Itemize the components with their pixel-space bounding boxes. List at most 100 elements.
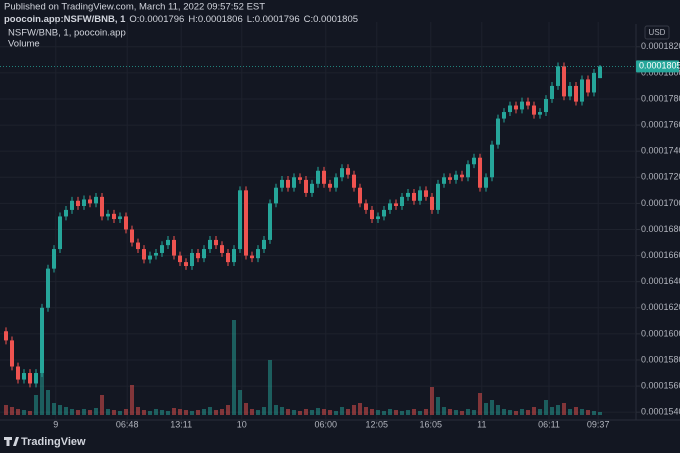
candle-body (586, 79, 590, 93)
currency[interactable]: USD (649, 28, 666, 37)
ohlc-value: 0.0001805 (313, 14, 358, 25)
volume-bar (586, 410, 590, 415)
candle-body (280, 179, 284, 188)
candle-body (136, 242, 140, 250)
logo-icon (4, 437, 19, 446)
brand: TradingView (21, 436, 86, 448)
volume-bar (274, 405, 278, 415)
volume-bar (94, 408, 98, 415)
y-tick-label: 0.0001720 (641, 172, 680, 182)
candle-body (400, 196, 404, 206)
candle-body (112, 213, 116, 220)
volume-bar (538, 409, 542, 415)
volume-bar (466, 409, 470, 415)
candle-body (274, 187, 278, 204)
volume-bar (460, 411, 464, 415)
volume-bar (58, 405, 62, 415)
candle-body (52, 249, 56, 269)
candle-body (550, 85, 554, 99)
volume-bar (478, 393, 482, 415)
candle-body (394, 203, 398, 206)
ohlc-key: C: (304, 14, 314, 25)
candle-body (514, 105, 518, 110)
volume-bar (550, 407, 554, 415)
x-tick-label: 12:05 (366, 419, 389, 429)
candle-body (526, 101, 530, 106)
candle-body (580, 79, 584, 102)
ohlc-key: O: (129, 14, 139, 25)
candle-body (592, 72, 596, 93)
candle-body (28, 373, 32, 384)
candle-body (382, 209, 386, 217)
candle-body (448, 177, 452, 180)
volume-bar (256, 410, 260, 415)
last-price-box (636, 60, 679, 73)
candle-body (124, 216, 128, 230)
volume-bar (484, 403, 488, 415)
candle-body (208, 239, 212, 250)
volume-bar (76, 410, 80, 415)
ohlc-value: 0.0001806 (198, 14, 243, 25)
y-tick-label: 0.0001580 (641, 354, 680, 364)
chart-title: NSFW/BNB, 1, poocoin.app (8, 28, 126, 39)
volume-bar (136, 407, 140, 415)
candle-body (424, 190, 428, 197)
volume-bar (544, 400, 548, 415)
volume-bar (118, 411, 122, 415)
candle-body (520, 101, 524, 110)
candle-body (286, 179, 290, 188)
volume-bar (412, 409, 416, 415)
candle-body (406, 192, 410, 197)
candle-body (292, 177, 296, 188)
volume-bar (166, 411, 170, 415)
volume-bar (376, 410, 380, 415)
candle-body (58, 216, 62, 250)
volume-bar (316, 408, 320, 415)
candle-body (334, 177, 338, 188)
y-tick-label: 0.0001780 (641, 93, 680, 103)
candle-body (148, 255, 152, 260)
candle-body (154, 252, 158, 256)
volume-bar (142, 410, 146, 415)
volume-bar (556, 405, 560, 415)
y-tick-label: 0.0001760 (641, 119, 680, 129)
y-tick-label: 0.0001600 (641, 328, 680, 338)
candle-body (418, 190, 422, 201)
volume-bar (394, 410, 398, 415)
candle-body (502, 112, 506, 119)
symbol: poocoin.app:NSFW/BNB, 1 (4, 14, 126, 25)
volume-bar (106, 409, 110, 415)
volume-bar (226, 405, 230, 415)
y-tick-label: 0.0001560 (641, 380, 680, 390)
ohlc-key: H: (188, 14, 198, 25)
volume-bar (172, 408, 176, 415)
candle-body (82, 199, 86, 206)
candle-body (298, 177, 302, 180)
candle-body (64, 209, 68, 217)
volume-bar (424, 409, 428, 415)
volume-bar (568, 409, 572, 415)
volume-bar (520, 409, 524, 415)
volume-bar (400, 411, 404, 415)
volume-bar (82, 409, 86, 415)
candle-body (454, 174, 458, 180)
candle-body (142, 249, 146, 260)
candle-body (598, 66, 602, 79)
volume-bar (418, 411, 422, 415)
ohlc-value: 0.0001796 (139, 14, 184, 25)
volume-bar (154, 409, 158, 415)
candle-body (370, 209, 374, 220)
volume-bar (70, 409, 74, 415)
candle-body (304, 179, 308, 193)
volume-bar (382, 411, 386, 415)
volume-bar (4, 405, 8, 415)
volume-bar (322, 409, 326, 415)
currency-button[interactable] (644, 25, 670, 40)
candle-body (256, 249, 260, 259)
candle-body (94, 196, 98, 204)
volume-bar (208, 407, 212, 415)
candle-body (430, 196, 434, 210)
candle-body (16, 366, 20, 380)
